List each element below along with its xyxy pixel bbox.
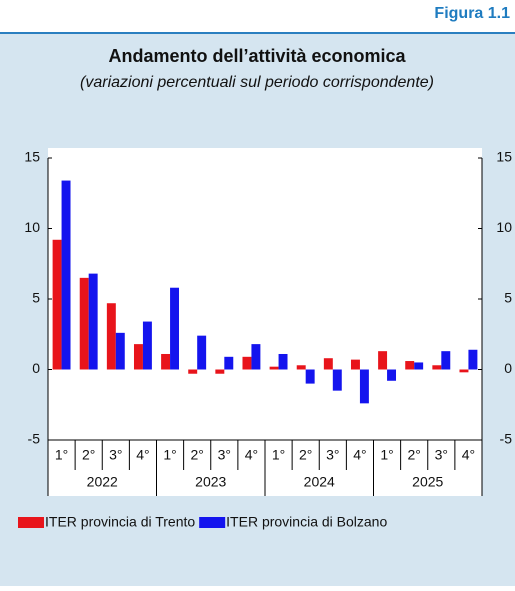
bar <box>242 356 252 370</box>
y2-tick-label: 5 <box>504 290 512 306</box>
x-tick-label: 1° <box>272 447 285 463</box>
bar <box>278 353 288 370</box>
x-tick-label: 2° <box>190 447 203 463</box>
bar <box>251 344 261 370</box>
bar <box>133 344 143 370</box>
x-tick-label: 2° <box>407 447 420 463</box>
bar <box>432 365 442 370</box>
bar <box>323 358 333 370</box>
group-label: 2024 <box>304 474 335 490</box>
group-label: 2022 <box>87 474 118 490</box>
bar <box>468 349 478 370</box>
bar <box>441 351 451 370</box>
bar <box>332 369 342 391</box>
x-tick-label: 1° <box>163 447 176 463</box>
bar <box>459 369 469 373</box>
legend-swatch <box>18 517 44 528</box>
y-tick-label: 0 <box>32 360 40 376</box>
bar <box>405 361 415 370</box>
bar <box>79 277 89 370</box>
y2-tick-label: 15 <box>496 149 512 165</box>
chart-title: Andamento dell’attività economica <box>108 46 406 66</box>
legend-swatch <box>199 517 226 528</box>
bar <box>106 303 116 370</box>
chart-subtitle: (variazioni percentuali sul periodo corr… <box>80 74 434 91</box>
x-tick-label: 2° <box>82 447 95 463</box>
legend-label: ITER provincia di Bolzano <box>226 514 387 530</box>
bar <box>115 332 125 370</box>
x-tick-label: 1° <box>380 447 393 463</box>
x-tick-label: 4° <box>462 447 475 463</box>
group-label: 2025 <box>412 474 443 490</box>
bar <box>296 365 306 370</box>
bar <box>359 369 369 404</box>
bar <box>269 366 279 370</box>
y-tick-label: -5 <box>28 431 41 447</box>
bar <box>350 359 360 370</box>
y-tick-label: 15 <box>24 149 40 165</box>
bar <box>161 353 171 370</box>
x-tick-label: 3° <box>109 447 122 463</box>
bar <box>52 239 62 370</box>
figure-label: Figura 1.1 <box>434 5 510 22</box>
bar <box>387 369 397 381</box>
x-tick-label: 4° <box>353 447 366 463</box>
x-tick-label: 4° <box>245 447 258 463</box>
bar <box>188 369 198 374</box>
y-tick-label: 10 <box>24 219 40 235</box>
bar <box>61 180 71 370</box>
x-tick-label: 1° <box>55 447 68 463</box>
x-tick-label: 3° <box>326 447 339 463</box>
x-tick-label: 3° <box>218 447 231 463</box>
y2-tick-label: 0 <box>504 360 512 376</box>
plot-area <box>48 148 482 496</box>
y2-tick-label: -5 <box>500 431 513 447</box>
bar <box>414 362 424 370</box>
bar <box>378 351 388 370</box>
bar <box>215 369 225 374</box>
bar <box>88 273 98 370</box>
x-tick-label: 4° <box>136 447 149 463</box>
y-tick-label: 5 <box>32 290 40 306</box>
bar <box>305 369 315 384</box>
bar <box>197 335 207 370</box>
bar <box>142 321 152 370</box>
x-tick-label: 2° <box>299 447 312 463</box>
group-label: 2023 <box>195 474 226 490</box>
x-tick-label: 3° <box>435 447 448 463</box>
legend-label: ITER provincia di Trento <box>45 514 195 530</box>
bar <box>224 356 234 370</box>
y2-tick-label: 10 <box>496 219 512 235</box>
bar <box>170 287 180 370</box>
